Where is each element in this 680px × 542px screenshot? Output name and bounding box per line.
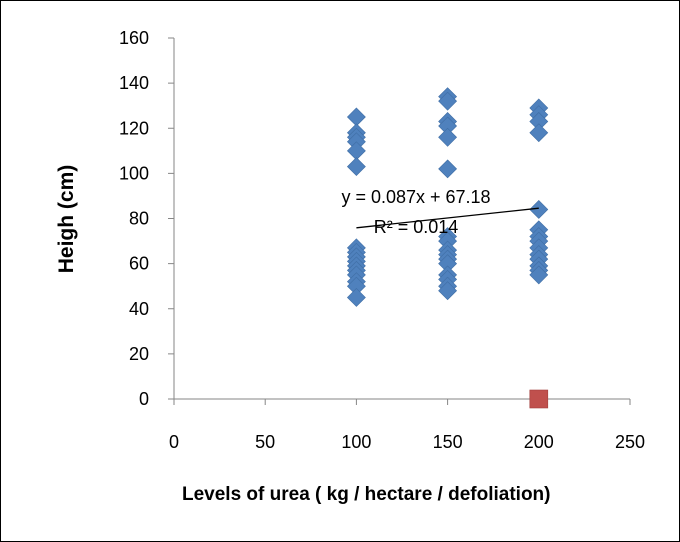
y-tick-label: 100 [119, 163, 149, 183]
data-point [346, 288, 366, 307]
y-tick-label: 60 [129, 254, 149, 274]
y-axis-title: Heigh (cm) [55, 165, 78, 274]
data-point [529, 200, 549, 219]
x-tick-label: 0 [169, 432, 179, 452]
trendline [356, 207, 539, 229]
x-tick-label: 50 [255, 432, 275, 452]
data-points [346, 87, 549, 409]
x-axis-ticks: 0 50 100 150 200 250 [169, 399, 645, 452]
data-point [438, 281, 458, 301]
y-tick-label: 40 [129, 299, 149, 319]
y-axis-ticks: 0 20 40 60 80 100 120 140 160 [119, 28, 174, 409]
y-tick-label: 20 [129, 344, 149, 364]
data-point [438, 91, 458, 111]
data-point-square [529, 389, 549, 409]
y-tick-label: 0 [139, 389, 149, 409]
trendline-r-squared: R² = 0.014 [374, 217, 459, 237]
trendline-equation: y = 0.087x + 67.18 [341, 187, 490, 207]
x-tick-label: 150 [433, 432, 463, 452]
data-point [529, 265, 549, 285]
data-point [529, 123, 549, 143]
y-tick-label: 160 [119, 28, 149, 48]
y-tick-label: 120 [119, 118, 149, 138]
data-point [346, 157, 366, 177]
x-axis-title: Levels of urea ( kg / hectare / defoliat… [182, 484, 550, 505]
x-tick-label: 200 [524, 432, 554, 452]
y-tick-label: 80 [129, 209, 149, 229]
data-point [438, 127, 458, 147]
x-tick-label: 100 [341, 432, 371, 452]
x-tick-label: 250 [615, 432, 645, 452]
y-tick-label: 140 [119, 73, 149, 93]
data-point [438, 159, 458, 179]
